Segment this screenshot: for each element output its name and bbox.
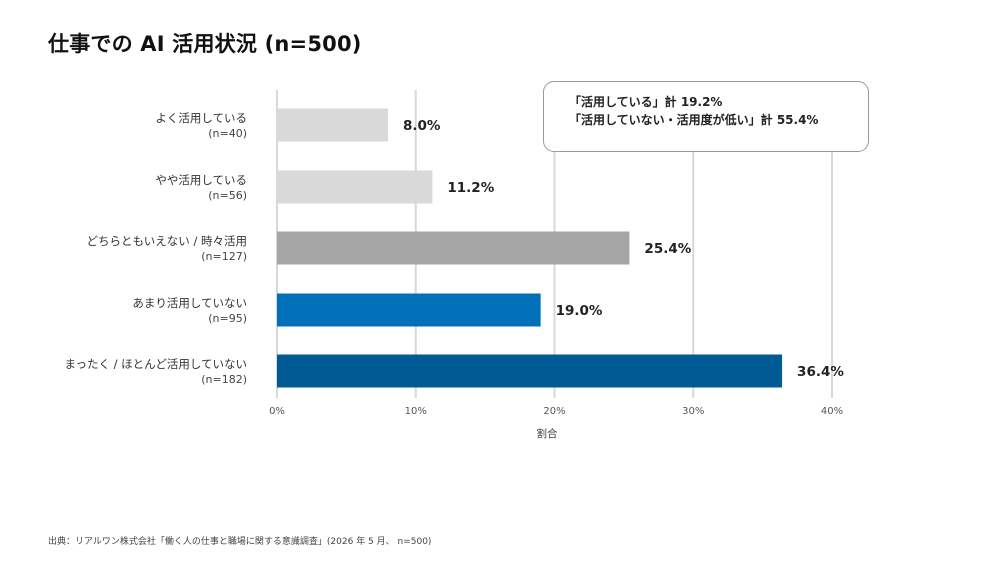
value-label: 11.2% xyxy=(447,180,494,196)
bar xyxy=(277,293,541,327)
bar xyxy=(277,108,388,142)
value-labels: 8.0% 11.2% 25.4% 19.0% 36.4% xyxy=(403,118,844,380)
bar xyxy=(277,354,783,388)
x-axis-label: 割合 xyxy=(537,427,558,440)
category-label: どちらともいえない / 時々活用 xyxy=(87,234,247,248)
bar xyxy=(277,231,630,265)
bar xyxy=(277,170,433,204)
annotation-line-1: 「活用している」計 19.2% xyxy=(569,95,723,109)
x-tick-labels: 0% 10% 20% 30% 40% xyxy=(269,406,843,417)
x-tick-label: 0% xyxy=(269,406,285,417)
category-sublabel: (n=56) xyxy=(208,189,247,202)
chart-title: 仕事での AI 活用状況 (n=500) xyxy=(48,32,362,56)
category-labels: よく活用している (n=40) やや活用している (n=56) どちらともいえない / … xyxy=(64,111,247,386)
category-sublabel: (n=95) xyxy=(208,312,247,325)
category-sublabel: (n=40) xyxy=(208,127,247,140)
bars xyxy=(277,108,783,388)
x-tick-label: 20% xyxy=(543,406,565,417)
value-label: 19.0% xyxy=(556,303,603,319)
category-sublabel: (n=182) xyxy=(201,373,247,386)
category-sublabel: (n=127) xyxy=(201,250,247,263)
value-label: 36.4% xyxy=(797,364,844,380)
category-label: やや活用している xyxy=(155,173,247,187)
x-tick-label: 30% xyxy=(682,406,704,417)
source-note: 出典：リアルワン株式会社「働く人の仕事と職場に関する意識調査」(2026 年 5… xyxy=(48,537,432,547)
category-label: よく活用している xyxy=(155,111,247,125)
annotation-line-2: 「活用していない・活用度が低い」計 55.4% xyxy=(569,113,819,127)
category-label: あまり活用していない xyxy=(132,296,247,310)
x-tick-label: 10% xyxy=(405,406,427,417)
x-tick-label: 40% xyxy=(821,406,843,417)
summary-annotation-box: 「活用している」計 19.2% 「活用していない・活用度が低い」計 55.4% xyxy=(543,81,869,152)
value-label: 25.4% xyxy=(644,241,691,257)
value-label: 8.0% xyxy=(403,118,441,134)
category-label: まったく / ほとんど活用していない xyxy=(64,357,247,371)
